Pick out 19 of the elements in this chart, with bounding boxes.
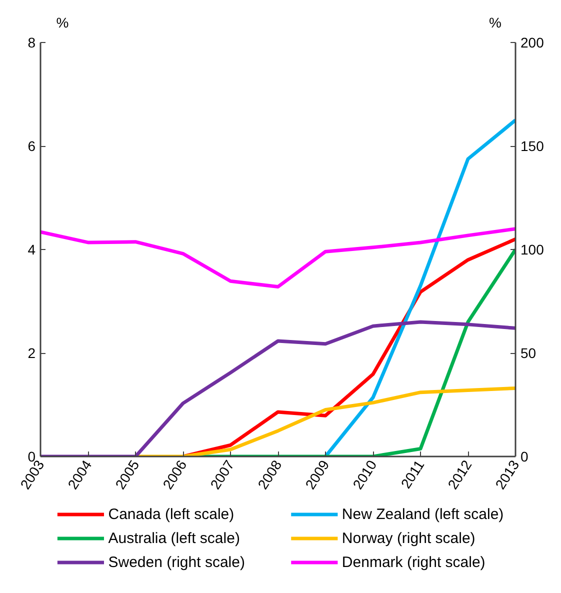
y2-tick-label: 100	[520, 242, 544, 258]
y2-axis-title: %	[488, 14, 502, 30]
y2-tick-label: 50	[520, 345, 536, 361]
y-tick-label: 8	[28, 34, 36, 50]
line-series	[40, 227, 516, 289]
y2-tick-label: 0	[520, 448, 528, 464]
legend-label: Australia (left scale)	[108, 530, 240, 547]
y-tick-label: 2	[28, 345, 36, 361]
legend-label: New Zealand (left scale)	[342, 506, 504, 523]
line-series	[324, 118, 516, 456]
legend-label: Denmark (right scale)	[342, 554, 486, 571]
y-tick-label: 6	[28, 138, 36, 154]
y2-tick-label: 150	[520, 138, 544, 154]
legend-label: Sweden (right scale)	[108, 554, 245, 571]
legend-label: Canada (left scale)	[108, 506, 234, 523]
y-axis-title: %	[56, 14, 69, 30]
y-tick-label: 4	[28, 242, 36, 258]
legend-label: Norway (right scale)	[342, 530, 476, 547]
y2-tick-label: 200	[520, 34, 544, 50]
